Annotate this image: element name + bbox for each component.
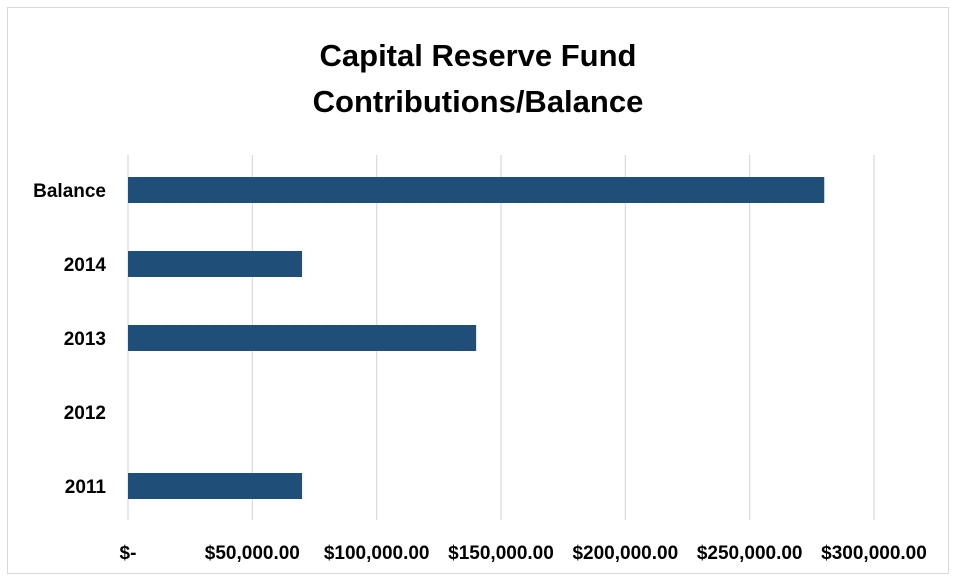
chart-title-line-1: Capital Reserve Fund bbox=[319, 38, 637, 73]
x-tick-label-6: $300,000.00 bbox=[821, 543, 927, 564]
category-label-2012: 2012 bbox=[64, 403, 106, 424]
x-tick-label-5: $250,000.00 bbox=[697, 543, 803, 564]
bar-balance bbox=[128, 177, 825, 203]
chart-title-line-2: Contributions/Balance bbox=[312, 84, 644, 119]
category-label-2013: 2013 bbox=[64, 329, 106, 350]
x-tick-label-4: $200,000.00 bbox=[572, 543, 678, 564]
category-label-2014: 2014 bbox=[64, 255, 107, 276]
bar-2013 bbox=[128, 325, 477, 351]
x-tick-label-2: $100,000.00 bbox=[324, 543, 430, 564]
x-tick-label-1: $50,000.00 bbox=[205, 543, 300, 564]
x-tick-label-3: $150,000.00 bbox=[448, 543, 554, 564]
category-label-balance: Balance bbox=[33, 181, 106, 202]
bar-2011 bbox=[128, 473, 303, 499]
category-label-2011: 2011 bbox=[65, 477, 107, 498]
bar-2014 bbox=[128, 251, 303, 277]
x-tick-label-0: $- bbox=[120, 543, 137, 564]
